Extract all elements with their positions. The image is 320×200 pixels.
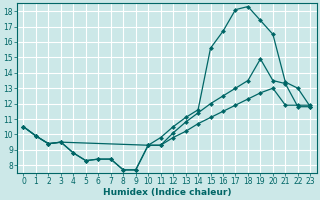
X-axis label: Humidex (Indice chaleur): Humidex (Indice chaleur) bbox=[103, 188, 231, 197]
